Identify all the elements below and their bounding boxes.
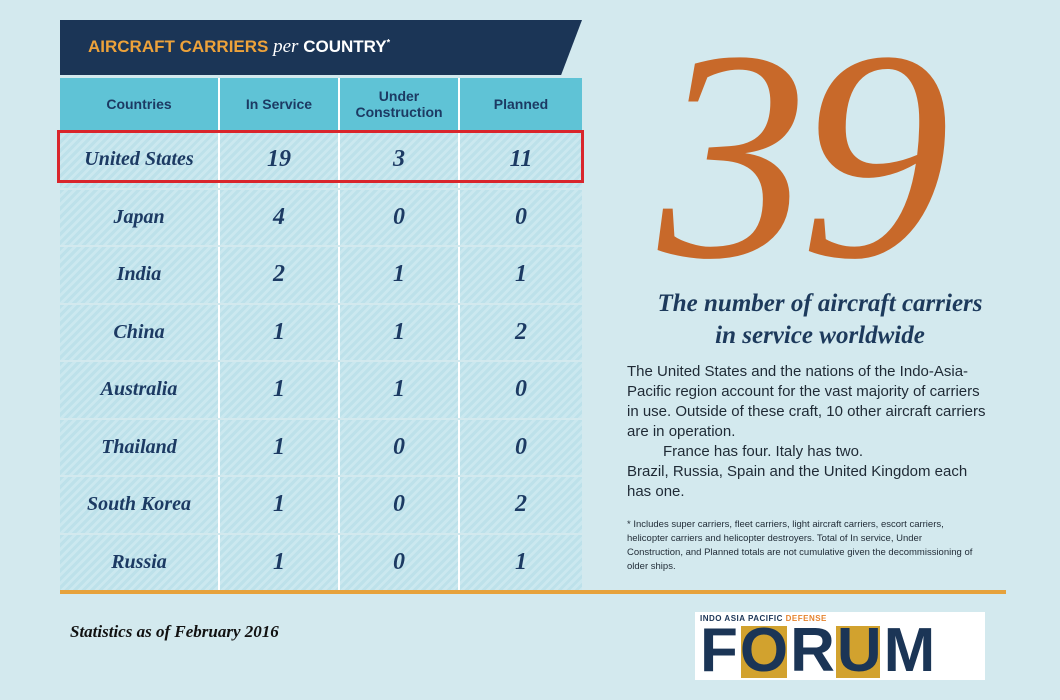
cell-value: 1	[220, 304, 340, 360]
header-row: Countries In Service Under Construction Pla…	[60, 78, 582, 130]
cell-value: 1	[340, 304, 460, 360]
paragraph: France has four. Italy has two.	[663, 443, 864, 460]
table-row: South Korea 1 0 2	[60, 477, 582, 533]
logo-accent: DEFENSE	[785, 614, 827, 623]
big-number: 39	[658, 0, 950, 321]
highlight-box	[57, 130, 584, 183]
cell-value: 1	[220, 534, 340, 590]
paragraph: Brazil, Russia, Spain and the United Kin…	[627, 463, 968, 500]
country-name: Thailand	[60, 419, 220, 475]
table-row: United States 19 3 11	[60, 132, 582, 188]
table-row: China 1 1 2	[60, 304, 582, 360]
logo-subtitle: INDO ASIA PACIFIC DEFENSE	[700, 614, 827, 623]
stats-note: Statistics as of February 2016	[70, 622, 279, 641]
cell-value: 1	[220, 477, 340, 533]
country-name: Japan	[60, 189, 220, 245]
table-row: Australia 1 1 0	[60, 362, 582, 418]
country-name: Australia	[60, 362, 220, 418]
paragraph: The United States and the nations of the…	[627, 363, 986, 440]
cell-value: 1	[220, 362, 340, 418]
table-row: India 2 1 1	[60, 247, 582, 303]
cell-value: 2	[460, 304, 582, 360]
divider	[60, 590, 1006, 594]
title-per: per	[273, 36, 299, 57]
column-header: Under Construction	[340, 78, 460, 130]
caption: The number of aircraft carriers in servi…	[657, 290, 983, 349]
title-main: AIRCRAFT CARRIERS	[88, 37, 269, 56]
logo-block	[741, 626, 787, 678]
cell-value: 11	[460, 132, 582, 188]
logo-top: INDO ASIA PACIFIC	[700, 614, 783, 623]
cell-value: 19	[220, 132, 340, 188]
cell-value: 2	[460, 477, 582, 533]
column-header: In Service	[220, 78, 340, 130]
cell-value: 0	[340, 419, 460, 475]
column-header: Countries	[60, 78, 220, 130]
body-text: The United States and the nations of the…	[627, 362, 992, 502]
cell-value: 0	[460, 419, 582, 475]
table-row: Japan 4 0 0	[60, 189, 582, 245]
country-name: United States	[60, 132, 220, 188]
title-country: COUNTRY	[303, 37, 387, 56]
cell-value: 0	[460, 362, 582, 418]
cell-value: 0	[460, 189, 582, 245]
country-name: Russia	[60, 534, 220, 590]
cell-value: 0	[340, 189, 460, 245]
cell-value: 0	[340, 477, 460, 533]
cell-value: 1	[340, 362, 460, 418]
cell-value: 0	[340, 534, 460, 590]
title-mark: *	[386, 37, 391, 48]
table-row: Thailand 1 0 0	[60, 419, 582, 475]
column-header: Planned	[460, 78, 582, 130]
footnote: * Includes super carriers, fleet carrier…	[627, 519, 973, 572]
cell-value: 1	[460, 534, 582, 590]
country-name: India	[60, 247, 220, 303]
cell-value: 2	[220, 247, 340, 303]
cell-value: 1	[220, 419, 340, 475]
cell-value: 4	[220, 189, 340, 245]
logo: FORUM	[700, 616, 938, 685]
country-name: South Korea	[60, 477, 220, 533]
title-bar	[60, 20, 582, 75]
logo-block	[836, 626, 880, 678]
cell-value: 1	[340, 247, 460, 303]
cell-value: 1	[460, 247, 582, 303]
title: AIRCRAFT CARRIERS per COUNTRY*	[88, 36, 390, 58]
cell-value: 3	[340, 132, 460, 188]
country-name: China	[60, 304, 220, 360]
table-row: Russia 1 0 1	[60, 534, 582, 590]
